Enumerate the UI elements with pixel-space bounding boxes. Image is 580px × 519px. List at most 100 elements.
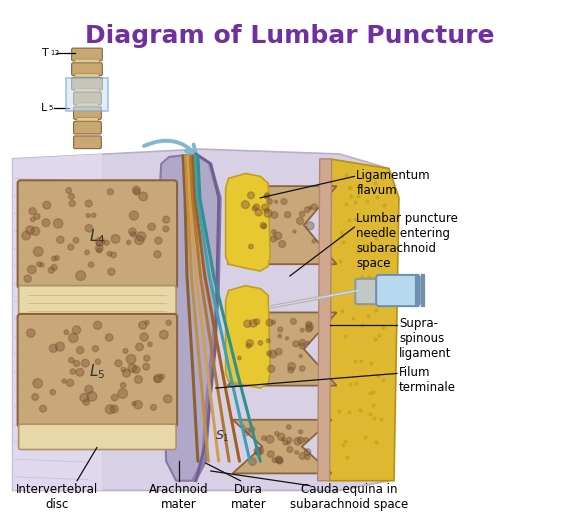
Circle shape xyxy=(52,256,56,261)
Polygon shape xyxy=(160,154,220,481)
Circle shape xyxy=(262,436,266,441)
Circle shape xyxy=(33,378,42,388)
Circle shape xyxy=(306,326,312,332)
Circle shape xyxy=(106,405,115,414)
Circle shape xyxy=(85,225,93,232)
Circle shape xyxy=(281,198,287,204)
Circle shape xyxy=(83,399,89,405)
Circle shape xyxy=(106,334,113,341)
Circle shape xyxy=(300,328,304,332)
Polygon shape xyxy=(13,154,102,490)
Circle shape xyxy=(287,437,292,443)
Circle shape xyxy=(255,209,262,216)
Circle shape xyxy=(73,238,79,243)
Circle shape xyxy=(258,340,263,345)
Circle shape xyxy=(48,267,55,273)
Text: Intervertebral
disc: Intervertebral disc xyxy=(16,483,99,511)
Circle shape xyxy=(66,188,72,193)
Circle shape xyxy=(111,235,120,243)
Circle shape xyxy=(57,236,64,243)
Circle shape xyxy=(39,405,46,412)
Text: Dura
mater: Dura mater xyxy=(230,483,266,511)
Polygon shape xyxy=(226,173,270,271)
Circle shape xyxy=(121,367,126,372)
Circle shape xyxy=(92,213,96,217)
Circle shape xyxy=(246,344,251,348)
Circle shape xyxy=(87,391,97,401)
Circle shape xyxy=(143,363,150,370)
Circle shape xyxy=(278,433,285,441)
Circle shape xyxy=(104,240,109,245)
Circle shape xyxy=(287,447,293,453)
Circle shape xyxy=(67,379,74,387)
FancyBboxPatch shape xyxy=(376,275,420,306)
Circle shape xyxy=(151,404,157,411)
FancyBboxPatch shape xyxy=(75,74,99,77)
Circle shape xyxy=(134,401,142,409)
Circle shape xyxy=(271,320,275,324)
Circle shape xyxy=(293,230,296,233)
Polygon shape xyxy=(227,186,336,264)
Circle shape xyxy=(309,207,311,210)
Circle shape xyxy=(26,226,34,234)
Circle shape xyxy=(111,252,117,258)
Text: L: L xyxy=(41,103,46,113)
Circle shape xyxy=(306,323,313,331)
Circle shape xyxy=(312,239,316,243)
Circle shape xyxy=(76,368,84,376)
FancyBboxPatch shape xyxy=(66,78,108,111)
Text: T: T xyxy=(42,48,49,59)
Circle shape xyxy=(96,237,105,246)
Text: Diagram of Lumbar Puncture: Diagram of Lumbar Puncture xyxy=(85,24,495,48)
Circle shape xyxy=(108,268,115,275)
Circle shape xyxy=(160,374,165,379)
Circle shape xyxy=(267,199,273,204)
Text: $S_1$: $S_1$ xyxy=(215,429,230,444)
Circle shape xyxy=(271,229,276,234)
Circle shape xyxy=(34,247,43,256)
Text: Arachnoid
mater: Arachnoid mater xyxy=(149,483,209,511)
Circle shape xyxy=(55,255,59,260)
Circle shape xyxy=(81,359,89,367)
Circle shape xyxy=(144,355,150,361)
Circle shape xyxy=(244,320,251,327)
Circle shape xyxy=(275,432,279,436)
Polygon shape xyxy=(325,159,399,481)
FancyBboxPatch shape xyxy=(17,180,177,289)
Circle shape xyxy=(238,356,241,360)
Circle shape xyxy=(271,212,278,218)
FancyBboxPatch shape xyxy=(71,63,102,75)
Circle shape xyxy=(249,427,255,432)
Circle shape xyxy=(162,216,169,223)
Circle shape xyxy=(122,370,130,377)
Circle shape xyxy=(276,457,282,463)
Circle shape xyxy=(269,350,277,358)
Circle shape xyxy=(55,342,64,351)
Circle shape xyxy=(126,354,136,364)
Circle shape xyxy=(276,348,282,355)
Circle shape xyxy=(160,331,168,339)
Circle shape xyxy=(306,321,311,327)
Polygon shape xyxy=(318,159,332,481)
Circle shape xyxy=(249,458,256,466)
Circle shape xyxy=(64,330,68,335)
Circle shape xyxy=(163,226,169,232)
Circle shape xyxy=(129,228,136,235)
Circle shape xyxy=(278,327,283,332)
Circle shape xyxy=(272,458,277,462)
Circle shape xyxy=(76,271,86,280)
Circle shape xyxy=(294,438,302,445)
Circle shape xyxy=(241,201,249,209)
Circle shape xyxy=(304,438,308,442)
Circle shape xyxy=(285,212,291,218)
Circle shape xyxy=(295,450,299,454)
FancyBboxPatch shape xyxy=(77,103,98,106)
Circle shape xyxy=(305,455,310,460)
Circle shape xyxy=(93,321,101,330)
Circle shape xyxy=(140,333,148,341)
Circle shape xyxy=(154,251,161,258)
Circle shape xyxy=(148,342,153,347)
Circle shape xyxy=(304,207,310,212)
Circle shape xyxy=(126,240,131,244)
Circle shape xyxy=(42,219,50,227)
